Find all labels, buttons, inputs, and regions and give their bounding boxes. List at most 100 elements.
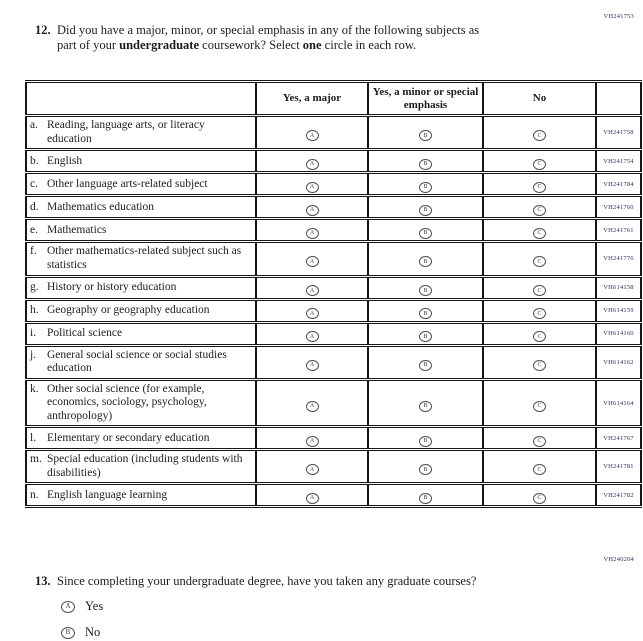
row-letter: e. (30, 223, 38, 236)
answer-cell: C (482, 240, 597, 278)
answer-cell: C (482, 114, 597, 152)
answer-cell: A (255, 217, 369, 244)
answer-bubble-b[interactable]: B (419, 285, 432, 297)
q13-option-yes: A Yes (61, 599, 103, 614)
row-label-text: Elementary or secondary education (47, 431, 210, 444)
row-label: d. Mathematics education (30, 201, 252, 215)
row-letter: k. (30, 382, 39, 395)
row-label-cell: g. History or history education (25, 274, 257, 301)
answer-bubble-c[interactable]: C (533, 359, 546, 371)
answer-cell: C (482, 320, 597, 347)
answer-bubble-b[interactable]: B (419, 158, 432, 170)
answer-cell: C (482, 425, 597, 452)
answer-bubble-b[interactable]: B (419, 130, 432, 142)
answer-bubble-c[interactable]: C (533, 308, 546, 320)
question-12: 12. Did you have a major, minor, or spec… (35, 23, 610, 52)
answer-cell: B (367, 297, 484, 324)
row-label-cell: d. Mathematics education (25, 194, 257, 221)
answer-bubble-b[interactable]: B (419, 256, 432, 268)
answer-cell: A (255, 343, 369, 381)
row-label: a. Reading, language arts, or literacy ed… (30, 119, 252, 146)
row-label-cell: l. Elementary or secondary education (25, 425, 257, 452)
row-letter: f. (30, 245, 37, 258)
answer-cell: C (482, 217, 597, 244)
answer-bubble-c[interactable]: C (533, 331, 546, 343)
row-label: j. General social science or social studi… (30, 349, 252, 376)
row-code-cell: VH241758 (595, 114, 642, 152)
answer-bubble-a[interactable]: A (305, 308, 319, 320)
table-row: d. Mathematics education A B C VH241760 (25, 194, 642, 221)
answer-bubble-a[interactable]: A (305, 158, 319, 170)
answer-bubble-a[interactable]: A (305, 331, 319, 343)
table-row: l. Elementary or secondary education A B C VH… (25, 425, 642, 452)
answer-bubble-c[interactable]: C (533, 158, 546, 170)
row-label-text: Other mathematics-related subject such a… (47, 245, 242, 271)
answer-cell: A (255, 425, 369, 452)
answer-cell: A (255, 240, 369, 278)
question-13-number: 13. (35, 574, 51, 588)
row-label-text: Special education (including students wi… (47, 453, 243, 479)
row-letter: m. (30, 453, 42, 466)
answer-bubble-a[interactable]: A (305, 285, 319, 297)
answer-cell: C (482, 171, 597, 198)
answer-bubble-c[interactable]: C (533, 204, 546, 216)
answer-bubble-a[interactable]: A (305, 181, 319, 193)
answer-cell: C (482, 448, 597, 486)
row-label-text: General social science or social studies… (47, 348, 227, 375)
answer-cell: B (367, 482, 484, 509)
answer-bubble-a[interactable]: A (305, 464, 319, 476)
answer-bubble-b[interactable]: B (419, 181, 432, 193)
q12-subjects-table: Yes, a major Yes, a minor or special emp… (25, 79, 642, 509)
header-no: No (482, 79, 597, 118)
question-12-text: Did you have a major, minor, or special … (57, 23, 479, 52)
answer-cell: A (255, 482, 369, 509)
answer-bubble-c[interactable]: C (533, 400, 546, 412)
answer-cell: A (255, 274, 369, 301)
row-label: b. English (30, 155, 252, 169)
answer-bubble-a[interactable]: A (305, 204, 319, 216)
answer-bubble-b[interactable]: B (419, 435, 432, 447)
answer-cell: C (482, 343, 597, 381)
row-code-cell: VH241776 (595, 240, 642, 278)
answer-bubble-b[interactable]: B (419, 308, 432, 320)
row-letter: n. (30, 488, 39, 501)
answer-bubble-a[interactable]: A (305, 130, 319, 142)
answer-bubble-c[interactable]: C (533, 492, 546, 504)
answer-bubble-a[interactable]: A (305, 492, 319, 504)
answer-bubble-c[interactable]: C (533, 227, 546, 239)
answer-bubble-a[interactable]: A (305, 400, 319, 412)
answer-bubble-c[interactable]: C (533, 285, 546, 297)
row-label: l. Elementary or secondary education (30, 432, 252, 446)
answer-cell: A (255, 297, 369, 324)
answer-bubble-b[interactable]: B (419, 464, 432, 476)
row-label-cell: e. Mathematics (25, 217, 257, 244)
answer-bubble-b[interactable]: B (61, 626, 75, 639)
row-label-cell: i. Political science (25, 320, 257, 347)
answer-bubble-a[interactable]: A (305, 256, 319, 268)
answer-bubble-a[interactable]: A (305, 359, 319, 371)
answer-bubble-c[interactable]: C (533, 181, 546, 193)
answer-cell: A (255, 148, 369, 175)
answer-bubble-c[interactable]: C (533, 256, 546, 268)
answer-bubble-a[interactable]: A (61, 600, 75, 613)
row-code-cell: VH614158 (595, 274, 642, 301)
row-code-cell: VH241784 (595, 171, 642, 198)
answer-bubble-a[interactable]: A (305, 435, 319, 447)
header-yes-major: Yes, a major (255, 79, 369, 118)
row-label: f. Other mathematics-related subject such… (30, 245, 252, 272)
answer-bubble-b[interactable]: B (419, 400, 432, 412)
answer-bubble-c[interactable]: C (533, 130, 546, 142)
answer-bubble-b[interactable]: B (419, 331, 432, 343)
answer-bubble-b[interactable]: B (419, 204, 432, 216)
answer-bubble-a[interactable]: A (305, 227, 319, 239)
option-label: No (85, 625, 101, 639)
answer-bubble-b[interactable]: B (419, 227, 432, 239)
row-label-text: Mathematics (47, 223, 107, 236)
table-row: k. Other social science (for example, eco… (25, 377, 642, 429)
answer-cell: C (482, 148, 597, 175)
answer-bubble-b[interactable]: B (419, 359, 432, 371)
answer-bubble-c[interactable]: C (533, 464, 546, 476)
answer-bubble-b[interactable]: B (419, 492, 432, 504)
row-code-cell: VH614164 (595, 377, 642, 429)
answer-bubble-c[interactable]: C (533, 435, 546, 447)
